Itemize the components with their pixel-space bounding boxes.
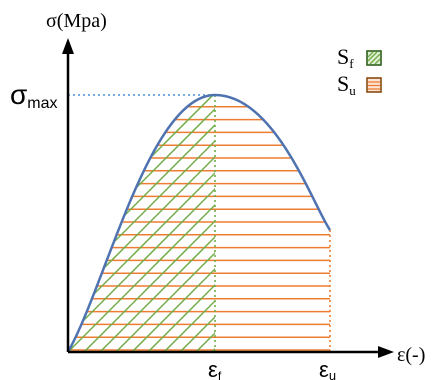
green-hatch-line	[220, 60, 436, 360]
green-hatch-line	[155, 95, 215, 352]
green-hatch-line	[236, 60, 436, 360]
green-hatch-line	[75, 95, 215, 352]
legend-sf-label: Sf	[337, 44, 354, 71]
sf-hatch-region	[68, 60, 436, 360]
green-hatch-line	[68, 95, 215, 352]
eps-u-label: εu	[319, 357, 336, 380]
y-axis-label: σ(Mpa)	[46, 10, 107, 32]
legend-su-label: Su	[337, 71, 356, 98]
legend: Sf Su	[337, 44, 382, 98]
sigma-max-label: σmax	[10, 79, 58, 112]
green-hatch-line	[123, 95, 215, 352]
green-hatch-line	[68, 95, 215, 352]
green-hatch-line	[68, 95, 215, 352]
green-hatch-line	[68, 95, 215, 352]
green-hatch-line	[68, 95, 215, 352]
legend-sf-swatch-icon	[366, 50, 382, 66]
legend-su-swatch-icon	[366, 77, 382, 93]
su-hatch-region	[68, 106, 330, 351]
green-hatch-line	[187, 95, 215, 352]
x-axis-arrow-icon	[378, 346, 394, 358]
green-hatch-line	[107, 95, 215, 352]
y-axis-arrow-icon	[62, 38, 74, 54]
green-hatch-line	[91, 95, 215, 352]
green-hatch-line	[68, 95, 215, 352]
eps-f-label: εf	[208, 357, 222, 380]
x-axis-label: ε(-)	[397, 344, 425, 366]
stress-strain-curve	[66, 93, 332, 353]
green-hatch-line	[139, 95, 215, 352]
green-hatch-line	[171, 95, 215, 352]
